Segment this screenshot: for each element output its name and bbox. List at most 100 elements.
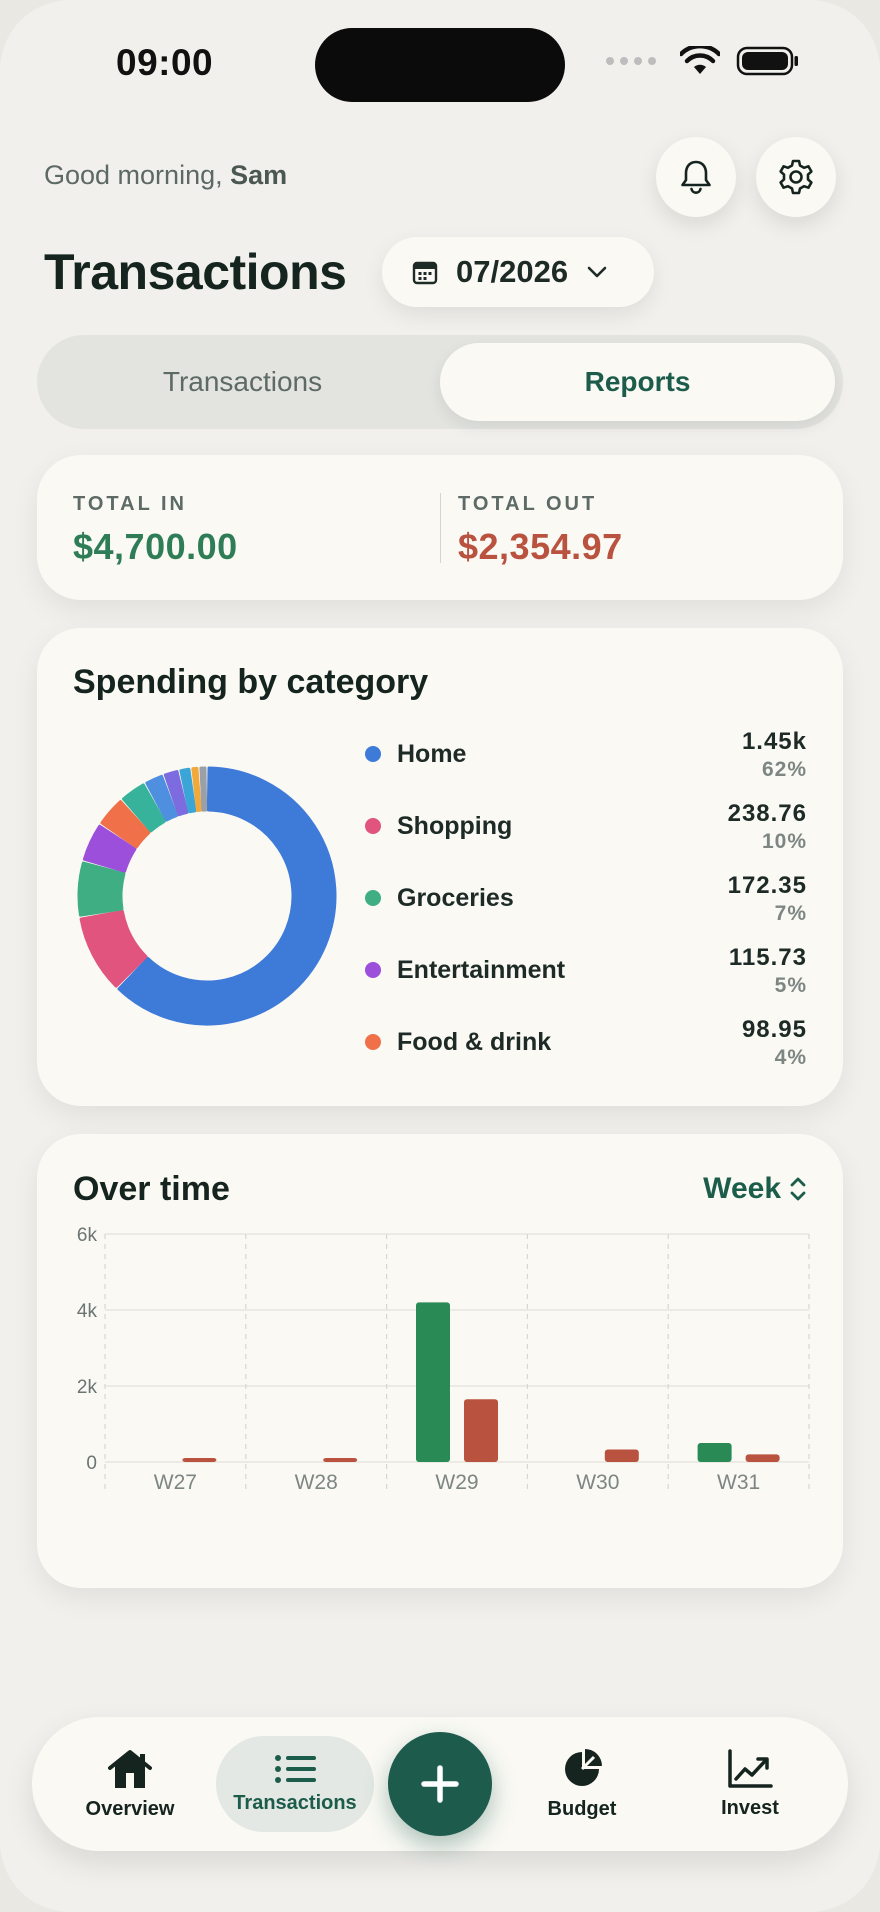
status-icons <box>606 46 800 76</box>
nav-overview[interactable]: Overview <box>60 1717 200 1851</box>
legend-dot <box>365 890 381 906</box>
legend-name: Entertainment <box>397 956 566 984</box>
bar-expense[interactable] <box>323 1458 358 1462</box>
nav-label: Budget <box>547 1797 617 1820</box>
nav-transactions[interactable]: Transactions <box>216 1736 374 1832</box>
bell-icon <box>681 160 711 194</box>
totals-card: TOTAL IN $4,700.00 TOTAL OUT $2,354.97 <box>37 455 843 600</box>
legend-percent: 4% <box>774 1046 807 1069</box>
nav-label: Overview <box>85 1797 175 1820</box>
legend-amount: 115.73 <box>728 944 807 971</box>
legend-row[interactable]: Food & drink 98.95 4% <box>365 1016 807 1088</box>
legend-amount: 172.35 <box>727 872 807 899</box>
total-out-value: $2,354.97 <box>458 526 623 567</box>
battery-icon <box>736 46 798 76</box>
over-time-card: Over time Week 6k 4k 2k 0 W27 W28 W29 W30 W31 <box>37 1134 843 1588</box>
donut-slice[interactable] <box>82 824 137 873</box>
tab-transactions[interactable]: Transactions <box>162 366 323 397</box>
wifi-icon <box>680 46 720 74</box>
donut-slice[interactable] <box>163 770 189 817</box>
month-value: 07/2026 <box>456 254 569 289</box>
spending-card: Spending by category Home 1.45k 62% Shop… <box>37 628 843 1106</box>
donut-slice[interactable] <box>77 861 126 917</box>
total-in-label: TOTAL IN <box>73 493 187 515</box>
nav-label: Transactions <box>233 1791 357 1814</box>
list-icon <box>275 1754 316 1783</box>
legend-amount: 98.95 <box>741 1016 807 1043</box>
chevron-down-icon <box>587 266 607 278</box>
legend-row[interactable]: Home 1.45k 62% <box>365 728 807 800</box>
legend-dot <box>365 962 381 978</box>
donut-slice[interactable] <box>199 766 208 812</box>
legend-row[interactable]: Groceries 172.35 7% <box>365 872 807 944</box>
greeting-prefix: Good morning, <box>44 160 231 190</box>
chevron-up-down-icon <box>790 1177 806 1201</box>
plus-icon <box>421 1765 459 1803</box>
bar-expense[interactable] <box>604 1449 639 1462</box>
donut-slice[interactable] <box>179 767 197 814</box>
category-legend: Home 1.45k 62% Shopping 238.76 10% Groce… <box>365 728 807 1088</box>
y-tick-label: 6k <box>77 1225 98 1246</box>
donut-slice[interactable] <box>100 800 151 849</box>
legend-percent: 10% <box>761 830 807 853</box>
legend-name: Shopping <box>397 812 513 840</box>
legend-name: Home <box>397 740 467 768</box>
nav-label: Invest <box>721 1796 779 1819</box>
legend-amount: 1.45k <box>741 728 807 755</box>
x-tick-label: W28 <box>295 1471 338 1494</box>
legend-row[interactable]: Entertainment 115.73 5% <box>365 944 807 1016</box>
signal-dots-icon <box>606 57 656 65</box>
over-time-bar-chart[interactable]: 6k 4k 2k 0 W27 W28 W29 W30 W31 <box>37 1222 843 1562</box>
nav-invest[interactable]: Invest <box>680 1717 820 1851</box>
settings-button[interactable] <box>756 137 836 217</box>
gear-icon <box>779 159 813 195</box>
home-icon <box>108 1749 152 1788</box>
nav-budget[interactable]: Budget <box>512 1717 652 1851</box>
view-tabs: Transactions Reports <box>37 335 843 429</box>
pie-chart-icon <box>565 1748 602 1786</box>
user-name: Sam <box>230 160 288 190</box>
bar-expense[interactable] <box>464 1399 498 1462</box>
range-value: Week <box>703 1172 781 1205</box>
bar-income[interactable] <box>416 1302 450 1462</box>
status-time: 09:00 <box>116 42 214 83</box>
legend-dot <box>365 818 381 834</box>
notifications-button[interactable] <box>656 137 736 217</box>
bar-expense[interactable] <box>182 1458 217 1462</box>
donut-slice[interactable] <box>191 766 202 813</box>
totals-divider <box>440 493 441 563</box>
legend-row[interactable]: Shopping 238.76 10% <box>365 800 807 872</box>
donut-slice[interactable] <box>79 910 148 988</box>
donut-slice[interactable] <box>145 774 178 822</box>
spending-title: Spending by category <box>73 663 429 701</box>
legend-percent: 7% <box>774 902 807 925</box>
legend-dot <box>365 1034 381 1050</box>
range-selector[interactable]: Week <box>703 1172 807 1206</box>
y-tick-label: 4k <box>77 1301 98 1322</box>
calendar-icon <box>412 261 438 285</box>
spending-donut-chart[interactable] <box>67 756 347 1036</box>
page-title: Transactions <box>44 244 347 300</box>
trend-chart-icon <box>728 1748 773 1788</box>
dynamic-island <box>315 28 565 102</box>
month-selector[interactable]: 07/2026 <box>382 237 654 307</box>
total-out: TOTAL OUT $2,354.97 <box>458 493 623 568</box>
x-tick-label: W27 <box>154 1471 197 1494</box>
bar-income[interactable] <box>697 1443 732 1462</box>
legend-percent: 5% <box>774 974 807 997</box>
over-time-title: Over time <box>73 1170 230 1208</box>
legend-name: Groceries <box>397 884 514 912</box>
x-tick-label: W29 <box>435 1471 478 1494</box>
total-in: TOTAL IN $4,700.00 <box>73 493 238 568</box>
donut-slice[interactable] <box>117 766 337 1026</box>
donut-slice[interactable] <box>122 783 166 833</box>
total-out-label: TOTAL OUT <box>458 493 598 515</box>
y-tick-label: 2k <box>77 1377 98 1398</box>
y-tick-label: 0 <box>86 1453 97 1474</box>
bar-expense[interactable] <box>745 1454 780 1462</box>
tab-reports[interactable]: Reports <box>440 343 835 421</box>
x-tick-label: W30 <box>576 1471 619 1494</box>
add-transaction-button[interactable] <box>388 1732 492 1836</box>
legend-dot <box>365 746 381 762</box>
